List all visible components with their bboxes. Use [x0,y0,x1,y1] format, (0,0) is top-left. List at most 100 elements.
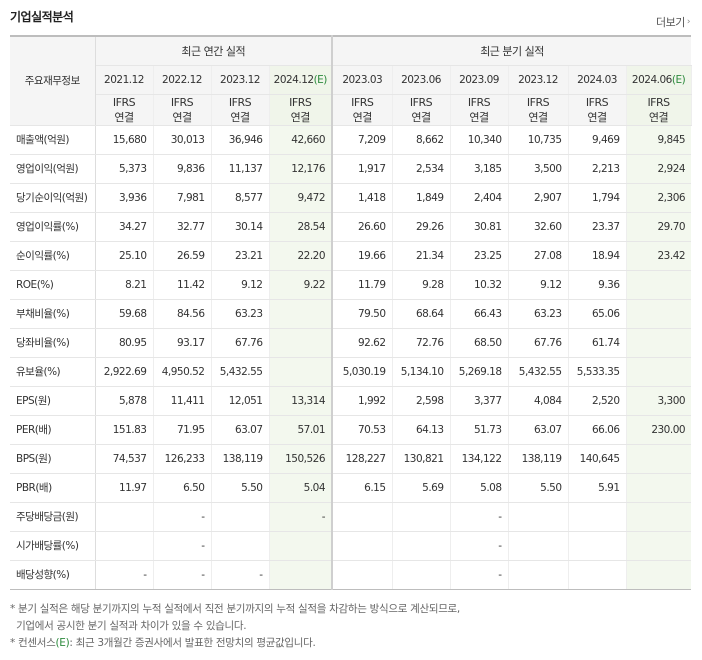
ifrs-label: IFRS [647,95,670,109]
quarter-cell: 67.76 [508,328,569,358]
row-label: BPS(원) [10,444,96,474]
quarter-cell: 70.53 [332,415,393,445]
annual-cell: 9,836 [153,154,212,184]
quarter-cell: 128,227 [332,444,393,474]
quarter-cell: 5,030.19 [332,357,393,387]
period-label: 2024.12 [273,73,314,86]
annual-cell [211,531,270,561]
period-label: 2023.06 [401,73,441,86]
annual-cell [269,560,334,590]
ifrs-quarter-3: IFRS 연결 [508,94,569,126]
quarter-cell: 1,917 [332,154,393,184]
quarter-cell [626,501,692,532]
annual-cell: 74,537 [95,444,154,474]
footnote-3-suffix: : 최근 3개월간 증권사에서 발표한 전망치의 평균값입니다. [69,637,316,649]
table-row: PBR(배) 11.97 6.50 5.50 5.04 6.15 5.69 5.08 5.50 5… [10,473,692,503]
quarter-cell [626,270,692,300]
annual-cell: 9.12 [211,270,270,300]
period-quarter-4: 2024.03 [568,65,627,95]
period-label: 2024.06 [631,73,672,86]
footnotes: * 분기 실적은 해당 분기까지의 누적 실적에서 직전 분기까지의 누적 실적… [10,601,460,652]
quarter-cell: 3,300 [626,385,692,416]
annual-cell: 8.21 [95,270,154,300]
quarter-cell: 66.06 [568,415,627,445]
annual-cell: 23.21 [211,241,270,271]
row-label: PER(배) [10,415,96,445]
footnote-3: * 컨센서스(E): 최근 3개월간 증권사에서 발표한 전망치의 평균값입니다… [10,635,460,652]
annual-cell: 12,176 [269,154,334,184]
annual-cell: 9,472 [269,183,334,213]
quarter-cell: 68.64 [392,299,451,329]
annual-cell: 25.10 [95,241,154,271]
quarter-cell: 130,821 [392,444,451,474]
ifrs-quarter-4: IFRS 연결 [568,94,627,126]
annual-group-header: 최근 연간 실적 [95,35,334,66]
quarter-cell: 9.28 [392,270,451,300]
annual-cell: 7,981 [153,183,212,213]
footnote-3-prefix: * 컨센서스 [10,637,56,649]
ifrs-label: IFRS [585,95,609,109]
table-row: 주당배당금(원) - - - [10,501,692,532]
annual-cell: - [211,560,270,590]
financial-table: 주요재무정보 최근 연간 실적 최근 분기 실적 2021.12 2022.12 2… [10,35,692,590]
quarter-cell: 2,907 [508,183,569,213]
annual-cell: 26.59 [153,241,212,271]
quarter-cell: 1,849 [392,183,451,213]
quarter-cell: 27.08 [508,241,569,271]
quarter-cell: 1,992 [332,385,393,416]
quarter-cell: 18.94 [568,241,627,271]
quarter-cell [626,444,692,474]
table-row: 당좌비율(%) 80.95 93.17 67.76 92.62 72.76 68.50 67.… [10,328,692,358]
quarter-cell: 5.50 [508,473,569,503]
annual-cell: 5.04 [269,473,334,503]
annual-cell: 63.23 [211,299,270,329]
consolidated-label: 연결 [469,110,489,124]
annual-cell: 28.54 [269,211,334,242]
ifrs-label: IFRS [289,95,312,109]
consolidated-label: 연결 [528,110,548,124]
chevron-right-icon: › [686,17,691,27]
quarter-cell [568,560,627,590]
quarter-cell: 8,662 [392,124,451,155]
consolidated-label: 연결 [172,110,192,124]
table-row: 부채비율(%) 59.68 84.56 63.23 79.50 68.64 66.43 63.… [10,299,692,329]
annual-cell: 3,936 [95,183,154,213]
consolidated-label: 연결 [290,110,311,124]
quarter-cell: 3,185 [450,154,509,184]
quarter-cell [332,560,393,590]
quarter-cell: 5.91 [568,473,627,503]
quarter-cell: - [450,560,509,590]
ifrs-quarter-1: IFRS 연결 [392,94,451,126]
table-row: 배당성향(%) - - - - [10,560,692,590]
quarter-cell: 68.50 [450,328,509,358]
quarter-cell: 9,469 [568,124,627,155]
consolidated-label: 연결 [411,110,431,124]
annual-cell: 32.77 [153,211,212,242]
quarter-cell: 4,084 [508,385,569,416]
quarter-cell: 2,520 [568,385,627,416]
quarter-cell [508,531,569,561]
ifrs-annual-1: IFRS 연결 [153,94,212,126]
quarter-cell: 3,377 [450,385,509,416]
consolidated-label: 연결 [230,110,250,124]
quarter-cell: 29.70 [626,211,692,242]
ifrs-quarter-2: IFRS 연결 [450,94,509,126]
table-row: 매출액(억원) 15,680 30,013 36,946 42,660 7,209 8,66… [10,124,692,155]
quarter-cell [392,531,451,561]
quarter-cell [626,531,692,561]
annual-cell: 5,878 [95,385,154,416]
annual-cell: 151.83 [95,415,154,445]
table-row: 당기순이익(억원) 3,936 7,981 8,577 9,472 1,418 1,849 2… [10,183,692,213]
row-label: PBR(배) [10,473,96,503]
quarter-cell [508,560,569,590]
quarter-cell: 29.26 [392,211,451,242]
annual-cell: 150,526 [269,444,334,474]
annual-cell: 22.20 [269,241,334,271]
quarter-cell: 9,845 [626,124,692,155]
quarter-cell: 79.50 [332,299,393,329]
table-row: ROE(%) 8.21 11.42 9.12 9.22 11.79 9.28 10.32 9.1… [10,270,692,300]
more-link[interactable]: 더보기 › [656,14,691,30]
annual-cell: 2,922.69 [95,357,154,387]
row-label: 영업이익률(%) [10,211,96,242]
quarter-cell: 3,500 [508,154,569,184]
